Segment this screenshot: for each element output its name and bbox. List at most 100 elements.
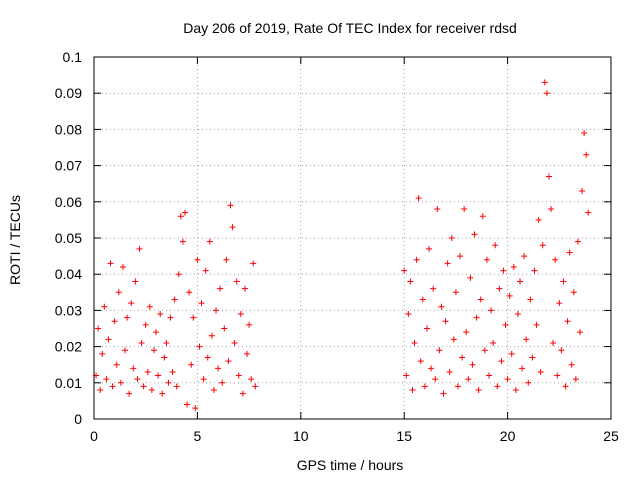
data-point [519,365,526,372]
y-tick-label: 0.03 [55,302,82,318]
data-point [562,383,569,390]
x-tick-label: 10 [293,428,309,444]
data-point [419,296,426,303]
data-point [165,379,172,386]
data-point [219,379,226,386]
data-point [215,365,222,372]
data-point [475,387,482,394]
data-point [500,267,507,274]
data-point [442,318,449,325]
data-point [467,274,474,281]
data-point [428,365,435,372]
data-point [161,354,168,361]
data-point [111,318,118,325]
data-point [250,260,257,267]
x-tick-label: 25 [603,428,619,444]
data-point [454,383,461,390]
data-point [140,383,147,390]
data-point [128,300,135,307]
data-point [194,256,201,263]
y-tick-label: 0 [74,411,82,427]
data-point [167,314,174,321]
x-tick-label: 5 [194,428,202,444]
data-point [444,260,451,267]
x-tick-label: 0 [90,428,98,444]
data-point [492,242,499,249]
data-point [202,267,209,274]
data-point [498,358,505,365]
data-point [434,206,441,213]
data-point [150,347,157,354]
y-tick-label: 0.08 [55,121,82,137]
data-point [192,405,199,412]
data-point [432,376,439,383]
data-point [552,256,559,263]
data-point [97,387,104,394]
data-point [188,361,195,368]
data-point [566,249,573,256]
data-point [521,253,528,260]
data-point [576,329,583,336]
data-point [109,383,116,390]
data-point [477,296,484,303]
data-point [409,387,416,394]
data-point [405,311,412,318]
data-point [113,361,120,368]
y-tick-label: 0.06 [55,194,82,210]
y-tick-label: 0.01 [55,375,82,391]
data-point [448,235,455,241]
data-point [233,278,240,285]
data-point [210,387,217,394]
data-point [543,90,550,97]
data-point [417,358,424,365]
data-point [184,401,191,408]
data-point [206,238,213,245]
data-point [198,300,205,307]
data-point [136,245,143,252]
data-point [401,267,408,274]
data-point [144,368,151,375]
data-point [407,278,414,285]
data-point [175,271,182,278]
data-point [177,213,184,220]
data-point [105,336,112,343]
data-point [533,321,540,328]
data-point [217,285,224,292]
data-point [239,390,246,397]
y-tick-label: 0.04 [55,266,82,282]
data-point [525,379,532,386]
data-point [107,260,114,267]
data-point [556,300,563,307]
data-point [574,238,581,245]
data-point [171,296,178,303]
data-point [485,372,492,379]
data-point [213,307,220,314]
data-point [426,245,433,252]
data-point [504,376,511,383]
data-point [208,332,215,339]
data-point [514,311,521,318]
data-point [101,303,108,310]
y-tick-label: 0.07 [55,158,82,174]
data-point [440,390,447,397]
data-point [461,206,468,213]
y-axis-label: ROTI / TECUs [7,195,23,285]
data-point [570,289,577,296]
data-point [517,278,524,285]
plot-frame [93,56,612,420]
data-point [244,350,251,357]
data-point [537,368,544,375]
data-point [241,285,248,292]
data-point [583,151,590,158]
data-point [99,350,106,357]
data-point [463,329,470,336]
x-tick-label: 15 [396,428,412,444]
data-point [186,289,193,296]
data-point [579,187,586,194]
data-point [572,376,579,383]
data-point [252,383,259,390]
data-point [568,361,575,368]
data-point [496,285,503,292]
data-point [548,206,555,213]
data-point [585,209,592,216]
